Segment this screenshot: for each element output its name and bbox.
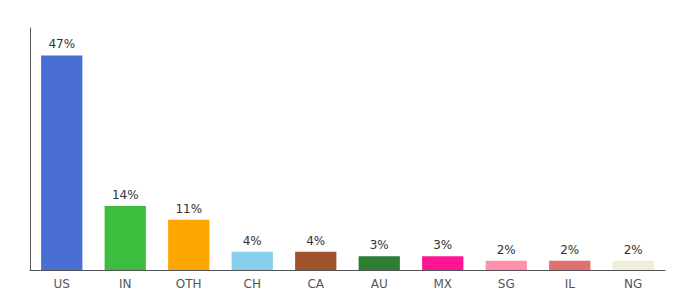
svg-text:OTH: OTH <box>176 277 202 291</box>
svg-text:11%: 11% <box>175 202 202 216</box>
svg-text:NG: NG <box>624 277 642 291</box>
svg-text:MX: MX <box>433 277 452 291</box>
svg-text:SG: SG <box>498 277 515 291</box>
svg-text:2%: 2% <box>624 243 643 257</box>
svg-text:4%: 4% <box>306 234 325 248</box>
svg-text:IL: IL <box>565 277 576 291</box>
svg-text:14%: 14% <box>112 188 139 202</box>
svg-text:2%: 2% <box>560 243 579 257</box>
svg-text:CA: CA <box>307 277 324 291</box>
svg-text:2%: 2% <box>497 243 516 257</box>
svg-text:US: US <box>54 277 70 291</box>
svg-text:3%: 3% <box>370 238 389 252</box>
svg-text:47%: 47% <box>48 37 75 51</box>
svg-text:4%: 4% <box>243 234 262 248</box>
svg-text:CH: CH <box>244 277 261 291</box>
svg-text:3%: 3% <box>433 238 452 252</box>
svg-text:AU: AU <box>371 277 388 291</box>
svg-text:IN: IN <box>119 277 132 291</box>
